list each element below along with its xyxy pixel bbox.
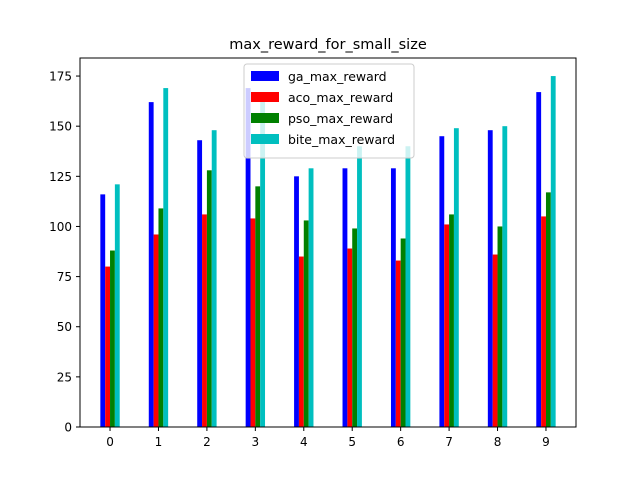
bar-aco_max_reward-7 xyxy=(444,224,450,427)
bar-aco_max_reward-2 xyxy=(202,214,207,427)
x-tick-label-6: 6 xyxy=(397,435,405,449)
y-tick-label-150: 150 xyxy=(49,120,72,134)
x-tick-label-7: 7 xyxy=(445,435,453,449)
bar-ga_max_reward-3 xyxy=(245,88,251,427)
bar-pso_max_reward-5 xyxy=(352,228,358,427)
y-tick-label-0: 0 xyxy=(64,421,72,435)
bar-aco_max_reward-3 xyxy=(250,218,256,427)
bar-aco_max_reward-6 xyxy=(395,260,401,427)
legend-swatch-aco_max_reward xyxy=(251,92,279,102)
bar-bite_max_reward-8 xyxy=(502,126,508,428)
y-tick-label-175: 175 xyxy=(49,70,72,84)
legend: ga_max_reward aco_max_reward pso_max_rewar… xyxy=(243,63,415,159)
bar-pso_max_reward-0 xyxy=(110,250,115,427)
y-tick-label-125: 125 xyxy=(49,170,72,184)
x-tick-label-8: 8 xyxy=(494,435,502,449)
x-tick-label-3: 3 xyxy=(252,435,260,449)
bar-aco_max_reward-8 xyxy=(492,254,498,427)
legend-swatch-ga_max_reward xyxy=(251,71,279,81)
bar-bite_max_reward-1 xyxy=(163,88,169,427)
axes-group: 0 1 2 3 4 5 6 7 8 9 0 25 50 75 100 125 150 175 xyxy=(49,57,577,449)
y-tick-label-75: 75 xyxy=(57,270,72,284)
bar-bite_max_reward-4 xyxy=(308,168,314,428)
bar-ga_max_reward-9 xyxy=(536,92,542,427)
legend-box xyxy=(243,63,415,159)
bar-pso_max_reward-2 xyxy=(206,170,212,428)
x-tick-label-9: 9 xyxy=(542,435,550,449)
y-tick-label-100: 100 xyxy=(49,220,72,234)
bar-ga_max_reward-2 xyxy=(197,140,203,427)
legend-swatch-pso_max_reward xyxy=(251,113,279,123)
legend-label-pso_max_reward: pso_max_reward xyxy=(288,111,393,126)
bar-pso_max_reward-3 xyxy=(255,186,261,427)
y-tick-label-50: 50 xyxy=(57,320,72,334)
bar-aco_max_reward-5 xyxy=(347,248,353,427)
bar-bite_max_reward-9 xyxy=(550,76,556,428)
bar-pso_max_reward-6 xyxy=(400,238,406,427)
y-tick-label-25: 25 xyxy=(57,370,72,384)
bar-bite_max_reward-6 xyxy=(405,146,411,428)
bars-group xyxy=(100,76,556,428)
bar-ga_max_reward-4 xyxy=(294,176,299,427)
legend-label-bite_max_reward: bite_max_reward xyxy=(288,132,395,147)
bar-bite_max_reward-2 xyxy=(211,130,217,427)
x-tick-label-0: 0 xyxy=(106,435,114,449)
plot-frame xyxy=(79,57,577,428)
bar-pso_max_reward-8 xyxy=(497,226,503,427)
bar-bite_max_reward-0 xyxy=(114,184,120,427)
bar-ga_max_reward-0 xyxy=(100,194,106,427)
bar-ga_max_reward-7 xyxy=(439,136,445,427)
bar-ga_max_reward-6 xyxy=(390,168,396,428)
x-tick-label-5: 5 xyxy=(348,435,356,449)
bar-ga_max_reward-8 xyxy=(487,130,493,427)
legend-label-aco_max_reward: aco_max_reward xyxy=(288,90,393,105)
bar-ga_max_reward-1 xyxy=(148,102,154,428)
bar-aco_max_reward-1 xyxy=(153,234,159,427)
legend-label-ga_max_reward: ga_max_reward xyxy=(288,69,387,84)
x-tick-label-4: 4 xyxy=(300,435,308,449)
bar-pso_max_reward-9 xyxy=(545,192,551,427)
bar-pso_max_reward-1 xyxy=(158,208,164,427)
bar-bite_max_reward-3 xyxy=(260,94,266,427)
chart-title: max_reward_for_small_size xyxy=(229,37,427,53)
bar-aco_max_reward-9 xyxy=(541,216,546,427)
legend-swatch-bite_max_reward xyxy=(251,134,279,144)
x-tick-label-1: 1 xyxy=(155,435,163,449)
bar-bite_max_reward-5 xyxy=(357,146,362,428)
bar-pso_max_reward-7 xyxy=(449,214,454,427)
bar-aco_max_reward-0 xyxy=(105,266,111,427)
bar-bite_max_reward-7 xyxy=(453,128,459,427)
bar-pso_max_reward-4 xyxy=(303,220,309,427)
bar-ga_max_reward-5 xyxy=(342,168,348,428)
bar-aco_max_reward-4 xyxy=(298,256,304,427)
x-tick-label-2: 2 xyxy=(203,435,211,449)
